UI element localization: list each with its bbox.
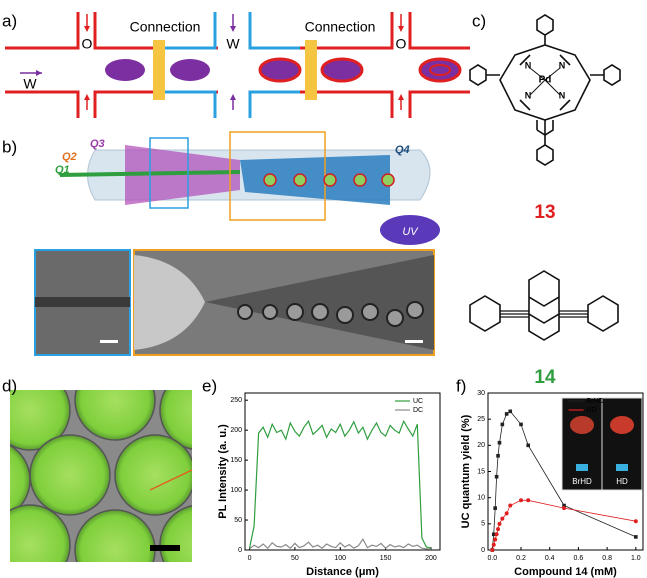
data-point (505, 511, 509, 515)
flow-label: Q3 (90, 138, 105, 150)
data-point (495, 475, 499, 479)
data-point (498, 441, 502, 445)
data-point (526, 444, 530, 448)
data-point (508, 410, 512, 414)
data-point (493, 538, 497, 542)
y-tick-label: 0 (481, 547, 485, 554)
flow-label: Q2 (62, 151, 77, 163)
phase-label: O (82, 36, 93, 52)
phase-label: W (226, 36, 240, 52)
y-tick-label: 5 (481, 521, 485, 528)
x-axis-label: Compound 14 (mM) (514, 566, 617, 578)
atom-label: Pd (539, 75, 552, 86)
x-tick-label: 0.2 (516, 555, 526, 562)
x-tick-label: 0.0 (487, 555, 497, 562)
legend-label: DC (413, 407, 423, 414)
atom-label: N (559, 60, 566, 70)
data-point (501, 423, 505, 427)
data-point (634, 519, 638, 523)
x-tick-label: 100 (334, 555, 346, 562)
uv-label: UV (402, 226, 419, 238)
inset-label: BrHD (572, 477, 592, 486)
data-point (493, 506, 497, 510)
y-tick-label: 250 (230, 397, 242, 404)
data-point (490, 548, 494, 552)
panel-label: d) (2, 376, 17, 395)
x-tick-label: 150 (380, 555, 392, 562)
panel-label: f) (456, 376, 466, 395)
legend-label: HD (587, 407, 597, 414)
data-point (508, 504, 512, 508)
data-point (496, 454, 500, 458)
page: { "panel_labels": ["a)", "b)", "c)", "d)… (0, 0, 647, 578)
connection-label: Connection (130, 19, 201, 35)
y-axis-label: UC quantum yield (%) (460, 414, 472, 528)
y-tick-label: 10 (477, 495, 485, 502)
data-point (496, 527, 500, 531)
legend-label: BrHD (587, 398, 604, 405)
inset-label: HD (616, 477, 628, 486)
y-tick-label: 150 (230, 457, 242, 464)
data-line (250, 421, 431, 548)
panel-label: b) (2, 137, 17, 156)
x-tick-label: 1.0 (631, 555, 641, 562)
compound-number: 13 (534, 202, 555, 223)
y-axis-label: PL Intensity (a. u.) (217, 424, 229, 519)
x-tick-label: 0.8 (602, 555, 612, 562)
data-point (634, 535, 638, 539)
y-tick-label: 25 (477, 416, 485, 423)
panel-label: c) (472, 11, 486, 30)
data-point (519, 423, 523, 427)
atom-label: N (559, 90, 566, 100)
data-point (562, 506, 566, 510)
data-point (505, 412, 509, 416)
x-axis-label: Distance (μm) (306, 566, 379, 578)
data-point (500, 517, 504, 521)
panel-label: e) (202, 376, 217, 395)
connection-label: Connection (305, 19, 376, 35)
data-point (519, 498, 523, 502)
data-point (497, 522, 501, 526)
flow-label: Q1 (55, 164, 70, 176)
atom-label: N (525, 90, 532, 100)
panel-c-structures (470, 15, 620, 340)
plot-frame (245, 393, 440, 550)
data-point (526, 498, 530, 502)
y-tick-label: 15 (477, 468, 485, 475)
panel-b-device (35, 132, 440, 355)
data-point (492, 543, 496, 547)
phase-label: O (396, 36, 407, 52)
panel-a-drawing (5, 12, 470, 118)
y-tick-label: 50 (234, 517, 242, 524)
atom-label: N (525, 60, 532, 70)
panel-label: a) (2, 11, 17, 30)
y-tick-label: 100 (230, 487, 242, 494)
figure: a) b) c) d) e) f) Connection Connection W O W O Q1Q2… (0, 0, 647, 578)
x-tick-label: 0.6 (574, 555, 584, 562)
phase-label: W (23, 76, 37, 92)
flow-label: Q4 (395, 144, 410, 156)
y-tick-label: 20 (477, 442, 485, 449)
data-point (495, 532, 499, 536)
legend-label: UC (413, 398, 423, 405)
compound-number: 14 (534, 367, 556, 388)
y-tick-label: 0 (238, 547, 242, 554)
x-tick-label: 200 (425, 555, 437, 562)
x-tick-label: 50 (291, 555, 299, 562)
x-tick-label: 0.4 (545, 555, 555, 562)
y-tick-label: 200 (230, 427, 242, 434)
y-tick-label: 30 (477, 390, 485, 397)
x-tick-label: 0 (248, 555, 252, 562)
